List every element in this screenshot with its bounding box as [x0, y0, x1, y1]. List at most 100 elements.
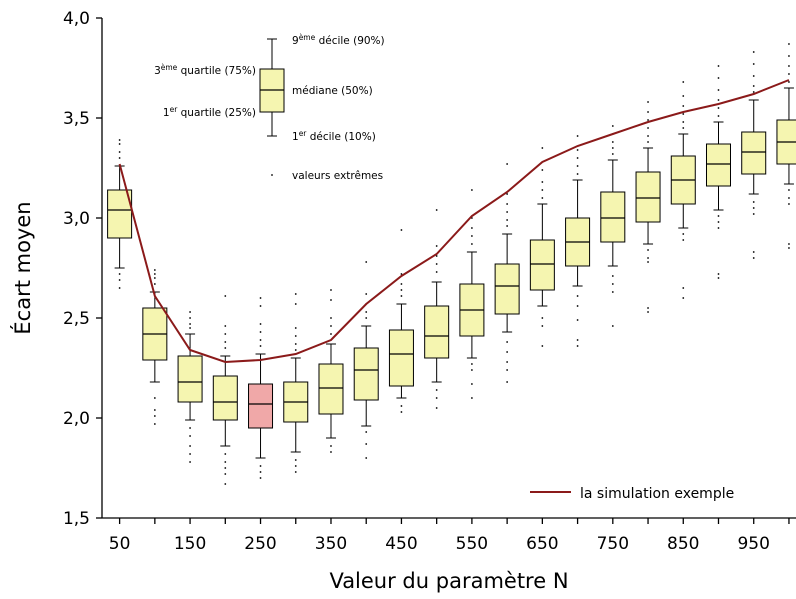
- y-tick-label: 3,5: [63, 109, 90, 129]
- outlier-point: [224, 295, 227, 297]
- box-plot: [459, 189, 485, 399]
- outlier-point: [752, 257, 755, 259]
- outlier-point: [611, 141, 614, 143]
- y-axis-title: Écart moyen: [10, 201, 35, 334]
- outlier-point: [189, 445, 191, 447]
- outlier-point: [118, 157, 121, 159]
- outlier-point: [470, 383, 473, 385]
- outlier-point: [294, 459, 297, 461]
- key-outlier-point: [271, 174, 273, 176]
- outlier-point: [330, 333, 332, 335]
- outlier-point: [752, 51, 755, 53]
- box-plot: [494, 163, 520, 383]
- outlier-point: [647, 249, 649, 251]
- outlier-point: [717, 65, 720, 67]
- box-plot: [670, 81, 696, 299]
- outlier-point: [506, 361, 509, 363]
- outlier-point: [682, 239, 685, 241]
- outlier-point: [470, 397, 473, 399]
- outlier-point: [259, 323, 262, 325]
- outlier-point: [470, 369, 473, 371]
- outlier-point: [400, 289, 403, 291]
- x-tick-label: 750: [597, 534, 629, 554]
- outlier-point: [259, 331, 262, 333]
- outlier-point: [541, 181, 544, 183]
- outlier-point: [294, 349, 297, 351]
- outlier-point: [611, 275, 614, 277]
- outlier-point: [541, 345, 544, 347]
- box-plot: [565, 135, 591, 347]
- box-plot: [107, 139, 133, 289]
- outlier-point: [717, 221, 720, 223]
- outlier-point: [365, 261, 368, 263]
- x-tick-label: 850: [667, 534, 699, 554]
- outlier-point: [752, 75, 755, 77]
- outlier-point: [118, 139, 121, 141]
- outlier-point: [153, 409, 156, 411]
- y-tick-label: 4,0: [63, 9, 90, 29]
- box-plot: [318, 289, 344, 453]
- outlier-point: [717, 227, 720, 229]
- outlier-point: [506, 203, 509, 205]
- outlier-point: [470, 227, 473, 229]
- outlier-point: [294, 327, 297, 329]
- outlier-point: [788, 203, 790, 205]
- box: [107, 189, 133, 239]
- box-plot: [388, 229, 414, 413]
- x-tick-label: 650: [526, 534, 558, 554]
- key-box: 9ème décile (90%) 3ème quartile (75%) médi…: [154, 33, 385, 182]
- outlier-point: [506, 351, 509, 353]
- outlier-point: [189, 427, 191, 429]
- box-plot: [529, 147, 555, 347]
- outlier-point: [365, 293, 368, 295]
- outlier-point: [647, 119, 649, 121]
- outlier-point: [752, 63, 755, 65]
- outlier-point: [259, 305, 262, 307]
- box-plot: [142, 269, 168, 425]
- box-plot: [177, 311, 203, 463]
- outlier-point: [118, 273, 121, 275]
- outlier-point: [576, 305, 579, 307]
- outlier-point: [611, 291, 614, 293]
- outlier-point: [788, 65, 790, 67]
- outlier-point: [717, 89, 720, 91]
- outlier-point: [647, 101, 649, 103]
- box-plot: [283, 293, 309, 473]
- outlier-point: [717, 77, 720, 79]
- outlier-point: [682, 95, 685, 97]
- box: [424, 305, 450, 359]
- box-plot: [212, 295, 238, 485]
- box-plot: [248, 297, 274, 479]
- outlier-point: [153, 397, 156, 399]
- outlier-point: [752, 251, 755, 253]
- outlier-point: [541, 189, 544, 191]
- outlier-point: [752, 85, 755, 87]
- outlier-point: [365, 457, 368, 459]
- key-label-q1: 1er quartile (25%): [163, 105, 256, 119]
- outlier-point: [294, 471, 297, 473]
- outlier-point: [788, 55, 790, 57]
- outlier-point: [435, 397, 438, 399]
- outlier-point: [330, 325, 332, 327]
- outlier-point: [576, 319, 579, 321]
- outlier-point: [717, 115, 720, 117]
- box-plot: [600, 125, 626, 327]
- outlier-point: [365, 311, 368, 313]
- outlier-point: [189, 327, 191, 329]
- x-tick-label: 50: [109, 534, 131, 554]
- outlier-point: [717, 215, 720, 217]
- outlier-point: [647, 135, 649, 137]
- outlier-point: [788, 73, 790, 75]
- outlier-point: [647, 307, 649, 309]
- outlier-point: [118, 143, 121, 145]
- outlier-point: [506, 219, 509, 221]
- outlier-point: [294, 343, 297, 345]
- outlier-point: [682, 127, 685, 129]
- box: [177, 355, 203, 403]
- outlier-point: [506, 225, 509, 227]
- outlier-point: [541, 325, 544, 327]
- outlier-point: [576, 149, 579, 151]
- outlier-point: [365, 317, 368, 319]
- outlier-point: [259, 465, 262, 467]
